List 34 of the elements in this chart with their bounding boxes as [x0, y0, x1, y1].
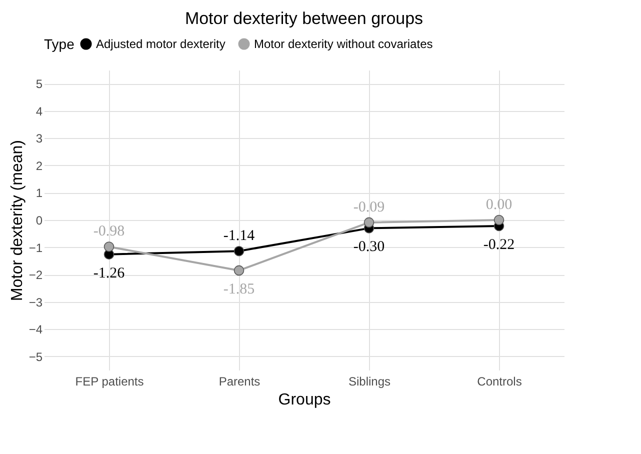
chart-title: Motor dexterity between groups — [184, 9, 424, 28]
x-tick-label: FEP patients — [75, 374, 144, 388]
y-tick-label: −3 — [28, 295, 43, 310]
y-tick-label: −1 — [28, 240, 43, 255]
point — [494, 214, 504, 226]
data-label: -0.98 — [93, 224, 125, 240]
y-tick-label: 4 — [36, 104, 43, 118]
data-label: 0.00 — [486, 197, 512, 213]
legend-title: Type — [44, 36, 75, 52]
point — [364, 217, 374, 228]
y-tick-label: 5 — [36, 77, 43, 92]
y-tick-label: 2 — [36, 158, 43, 173]
data-label: -0.09 — [353, 199, 385, 216]
legend-label: Motor dexterity without covariates — [254, 37, 433, 51]
x-tick-label: Siblings — [348, 374, 391, 388]
y-tick-label: −5 — [28, 350, 43, 364]
data-label: -0.22 — [483, 237, 515, 253]
y-tick-label: −2 — [28, 268, 43, 282]
y-tick-label: −4 — [28, 322, 43, 337]
point — [104, 242, 114, 252]
x-tick-label: Controls — [477, 374, 522, 388]
y-tick-label: 0 — [36, 214, 43, 228]
x-axis-title: Groups — [278, 392, 331, 408]
point — [234, 265, 244, 276]
y-axis-title: Motor dexterity (mean) — [8, 140, 26, 301]
legend-label: Adjusted motor dexterity — [96, 37, 226, 51]
data-label: -1.26 — [93, 265, 126, 282]
data-label: -1.14 — [223, 228, 256, 244]
data-label: -0.30 — [353, 239, 385, 256]
data-label: -1.85 — [223, 281, 255, 298]
x-tick-label: Parents — [218, 374, 260, 388]
y-tick-label: 1 — [36, 186, 43, 200]
y-tick-label: 3 — [36, 132, 43, 146]
point — [234, 246, 244, 256]
